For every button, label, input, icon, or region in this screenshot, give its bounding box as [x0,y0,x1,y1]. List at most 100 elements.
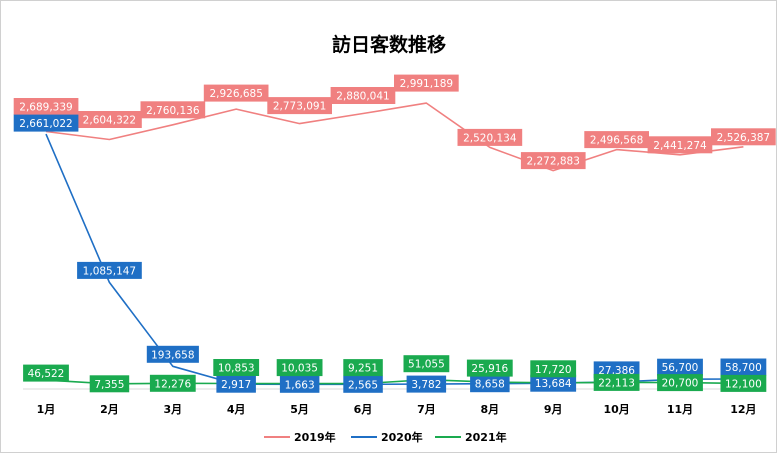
data-label-box [593,373,640,391]
data-label-text: 2,272,883 [526,156,579,168]
x-tick-label: 11月 [667,403,693,416]
data-label-box [584,131,649,149]
data-label-2-4: 10,035 [276,359,323,377]
data-label-text: 2,917 [221,379,251,391]
x-tick-label: 4月 [227,403,246,416]
data-label-text: 1,085,147 [83,265,136,277]
data-label-text: 12,276 [154,378,191,390]
data-label-box [457,128,523,146]
x-tick-label: 1月 [37,403,56,416]
x-tick-label: 9月 [544,403,563,416]
data-label-0-10: 2,441,274 [647,136,713,154]
data-label-box [330,87,396,104]
x-tick-label: 3月 [163,403,182,416]
data-label-2-10: 20,700 [657,374,703,392]
data-label-box [276,359,323,377]
data-label-text: 2,926,685 [209,88,262,100]
data-label-0-8: 2,272,883 [520,152,586,170]
data-label-box [146,345,199,363]
data-label-box [23,364,69,382]
data-label-text: 17,720 [535,364,572,376]
data-label-1-0: 2,661,022 [13,114,79,132]
data-label-box [77,111,142,128]
data-label-text: 10,853 [218,363,255,375]
data-label-text: 2,880,041 [336,91,389,103]
data-label-text: 2,526,387 [717,132,770,144]
data-label-box [530,360,577,378]
data-label-2-9: 22,113 [593,373,640,391]
data-label-box [279,375,320,393]
data-label-box [657,358,703,376]
data-label-1-4: 1,663 [279,375,320,393]
data-label-2-5: 9,251 [343,359,383,377]
data-label-2-1: 7,355 [89,375,130,393]
data-label-1-7: 8,658 [470,375,510,393]
x-tick-label: 2月 [100,403,119,416]
data-label-0-1: 2,604,322 [77,111,142,128]
x-tick-label: 7月 [417,403,436,416]
data-label-box [647,136,713,154]
data-label-1-10: 56,700 [657,358,703,376]
data-label-2-3: 10,853 [213,359,260,376]
data-labels: 2,689,339 2,604,322 2,760,136 2,926,685 2,77… [13,74,776,393]
data-label-0-7: 2,520,134 [457,128,523,146]
data-label-box [657,374,703,392]
data-label-box [13,98,79,115]
data-label-1-5: 2,565 [343,375,383,393]
data-label-2-11: 12,100 [720,374,767,392]
data-label-text: 2,991,189 [400,78,453,90]
data-label-text: 9,251 [348,363,378,375]
data-label-text: 56,700 [662,362,699,374]
data-label-text: 2,760,136 [146,105,200,117]
x-tick-label: 12月 [730,403,756,416]
data-label-box [216,375,256,393]
data-label-0-9: 2,496,568 [584,131,649,149]
data-label-box [470,375,510,393]
data-label-box [394,74,459,92]
data-label-box [267,97,332,115]
data-label-box [77,261,142,279]
data-label-text: 2,604,322 [83,115,136,127]
data-label-text: 2,661,022 [19,118,72,130]
data-label-text: 2,773,091 [273,101,326,113]
data-label-box [89,375,130,393]
data-label-box [213,359,260,376]
data-label-1-3: 2,917 [216,375,256,393]
data-label-box [711,128,776,146]
legend-item-1: 2020年 [351,430,423,444]
x-tick-labels: 1月 2月 3月 4月 5月 6月 7月 8月 9月 10月 11月 12月 [37,403,757,416]
data-label-2-8: 17,720 [530,360,577,378]
data-label-2-2: 12,276 [149,374,196,392]
data-label-1-8: 13,684 [530,374,577,392]
data-label-box [140,101,206,119]
data-label-box [13,114,79,132]
series-line-0 [45,102,744,172]
data-label-box [530,374,577,392]
data-label-text: 3,782 [411,379,441,391]
data-label-box [403,355,450,373]
data-label-0-0: 2,689,339 [13,98,79,115]
data-label-box [406,375,447,393]
data-label-text: 2,689,339 [19,102,72,114]
legend-label: 2019年 [294,430,336,444]
data-label-text: 25,916 [471,363,508,375]
x-tick-label: 8月 [480,403,499,416]
data-label-0-4: 2,773,091 [267,97,332,115]
data-label-text: 2,520,134 [463,132,517,144]
data-label-box [466,359,513,377]
data-label-text: 2,565 [348,379,378,391]
data-label-0-11: 2,526,387 [711,128,776,146]
data-label-text: 10,035 [281,363,318,375]
legend-label: 2020年 [381,430,423,444]
legend-label: 2021年 [465,430,507,444]
data-label-text: 2,496,568 [590,135,643,147]
data-label-box [720,358,767,376]
data-label-0-5: 2,880,041 [330,87,396,104]
data-label-text: 1,663 [285,379,315,391]
data-label-text: 58,700 [725,362,762,374]
data-label-text: 46,522 [28,368,65,380]
x-tick-label: 6月 [354,403,373,416]
data-label-text: 193,658 [151,349,194,361]
